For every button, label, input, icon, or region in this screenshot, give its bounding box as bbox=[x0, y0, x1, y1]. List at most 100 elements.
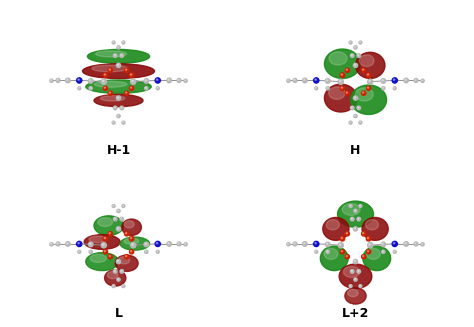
Circle shape bbox=[350, 106, 354, 110]
Circle shape bbox=[382, 87, 385, 90]
Circle shape bbox=[144, 242, 148, 247]
Circle shape bbox=[393, 250, 396, 253]
Circle shape bbox=[287, 243, 290, 246]
Circle shape bbox=[339, 80, 341, 82]
Circle shape bbox=[367, 250, 369, 252]
Circle shape bbox=[349, 121, 352, 124]
Ellipse shape bbox=[337, 201, 374, 227]
Circle shape bbox=[157, 251, 158, 252]
Ellipse shape bbox=[89, 236, 107, 243]
Circle shape bbox=[120, 217, 124, 221]
Circle shape bbox=[368, 79, 373, 84]
Circle shape bbox=[145, 243, 146, 244]
Ellipse shape bbox=[86, 80, 151, 94]
Circle shape bbox=[89, 242, 93, 247]
Ellipse shape bbox=[320, 246, 348, 271]
Circle shape bbox=[126, 92, 127, 93]
Circle shape bbox=[145, 87, 148, 90]
Circle shape bbox=[415, 243, 416, 244]
Circle shape bbox=[421, 243, 424, 246]
Circle shape bbox=[326, 250, 329, 253]
Circle shape bbox=[414, 242, 418, 246]
Circle shape bbox=[113, 205, 114, 206]
Circle shape bbox=[168, 79, 169, 80]
Circle shape bbox=[366, 73, 371, 77]
Circle shape bbox=[126, 69, 127, 70]
Circle shape bbox=[366, 236, 371, 241]
Circle shape bbox=[50, 79, 53, 82]
Circle shape bbox=[358, 218, 359, 219]
Ellipse shape bbox=[82, 64, 155, 78]
Circle shape bbox=[108, 68, 112, 73]
Circle shape bbox=[367, 237, 369, 239]
Circle shape bbox=[326, 242, 330, 247]
Circle shape bbox=[362, 91, 366, 95]
Circle shape bbox=[304, 79, 305, 80]
Circle shape bbox=[349, 205, 352, 208]
Circle shape bbox=[341, 250, 342, 252]
Circle shape bbox=[354, 114, 357, 118]
Circle shape bbox=[340, 86, 345, 90]
Ellipse shape bbox=[323, 217, 349, 240]
Circle shape bbox=[132, 244, 133, 245]
Circle shape bbox=[129, 250, 134, 254]
Circle shape bbox=[358, 55, 359, 56]
Ellipse shape bbox=[94, 81, 127, 87]
Circle shape bbox=[78, 87, 81, 90]
Circle shape bbox=[362, 68, 366, 73]
Circle shape bbox=[355, 97, 356, 98]
Circle shape bbox=[90, 80, 91, 81]
Circle shape bbox=[326, 87, 329, 90]
Circle shape bbox=[341, 237, 342, 239]
Circle shape bbox=[122, 205, 125, 208]
Ellipse shape bbox=[359, 55, 374, 67]
Circle shape bbox=[117, 227, 120, 231]
Circle shape bbox=[51, 80, 52, 81]
Circle shape bbox=[90, 251, 91, 252]
Circle shape bbox=[102, 244, 104, 245]
Circle shape bbox=[114, 270, 115, 271]
Circle shape bbox=[345, 68, 349, 73]
Circle shape bbox=[156, 87, 159, 90]
Circle shape bbox=[126, 255, 127, 257]
Text: L: L bbox=[115, 307, 122, 320]
Circle shape bbox=[351, 107, 352, 108]
Circle shape bbox=[421, 79, 424, 82]
Circle shape bbox=[354, 227, 357, 231]
Circle shape bbox=[102, 80, 104, 82]
Circle shape bbox=[340, 250, 345, 254]
Circle shape bbox=[314, 78, 319, 83]
Circle shape bbox=[178, 243, 179, 244]
Circle shape bbox=[366, 250, 371, 254]
Circle shape bbox=[415, 79, 416, 80]
Circle shape bbox=[363, 69, 364, 70]
Circle shape bbox=[117, 63, 120, 67]
Circle shape bbox=[117, 46, 120, 49]
Circle shape bbox=[114, 55, 115, 56]
Circle shape bbox=[129, 86, 134, 90]
Circle shape bbox=[381, 79, 385, 83]
Circle shape bbox=[369, 80, 370, 82]
Circle shape bbox=[359, 41, 362, 44]
Circle shape bbox=[366, 86, 371, 90]
Circle shape bbox=[355, 46, 356, 47]
Circle shape bbox=[354, 278, 357, 281]
Circle shape bbox=[382, 80, 383, 81]
Circle shape bbox=[103, 86, 108, 90]
Circle shape bbox=[341, 74, 342, 75]
Circle shape bbox=[287, 79, 290, 82]
Circle shape bbox=[108, 91, 112, 95]
Circle shape bbox=[90, 87, 91, 88]
Ellipse shape bbox=[120, 237, 150, 250]
Circle shape bbox=[338, 243, 343, 248]
Circle shape bbox=[103, 236, 108, 241]
Circle shape bbox=[346, 255, 347, 257]
Circle shape bbox=[314, 241, 319, 247]
Circle shape bbox=[405, 243, 406, 244]
Circle shape bbox=[77, 78, 82, 83]
Circle shape bbox=[125, 232, 129, 236]
Circle shape bbox=[177, 78, 181, 82]
Circle shape bbox=[145, 80, 146, 81]
Text: H: H bbox=[350, 144, 361, 157]
Circle shape bbox=[103, 250, 108, 254]
